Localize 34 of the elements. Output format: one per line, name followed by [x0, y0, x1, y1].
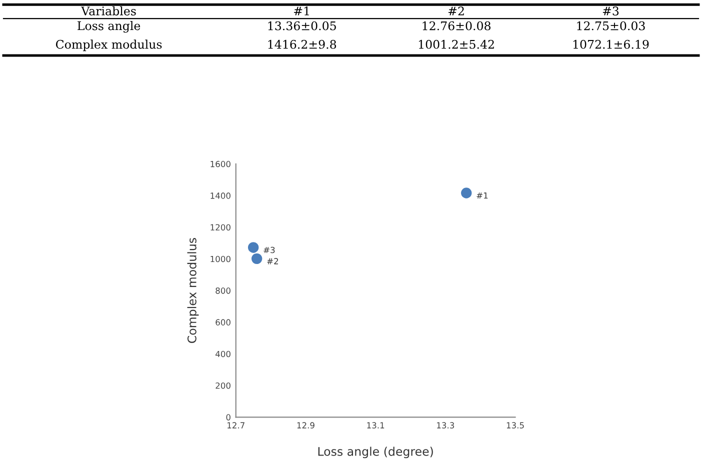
point	[251, 253, 262, 264]
x-tick-label: 13.5	[506, 422, 524, 428]
text: 12.75±0.03	[577, 21, 645, 30]
text: Complex modulus	[56, 40, 162, 52]
text: #1	[294, 6, 309, 16]
y-tick-label: 1600	[210, 160, 230, 168]
annotation: #2	[267, 258, 278, 264]
point	[248, 242, 259, 253]
y-tick-label: 1400	[210, 192, 230, 199]
text: Variables	[81, 6, 136, 16]
text: 13.36±0.05	[268, 21, 336, 30]
y-axis-title: Complex modulus	[187, 238, 199, 343]
y-tick-label: 400	[216, 350, 230, 358]
annotation: #1	[476, 192, 488, 199]
text: #2	[448, 6, 464, 16]
y-tick-label: 0	[226, 414, 230, 420]
text: Loss angle	[78, 21, 140, 33]
text: 1072.1±6.19	[573, 40, 649, 49]
text: 1001.2±5.42	[418, 40, 494, 49]
x-tick-label: 12.7	[228, 422, 244, 428]
text: 12.76±0.08	[422, 21, 490, 30]
y-tick-label: 600	[216, 319, 230, 326]
annotation: #3	[264, 246, 275, 254]
point	[461, 188, 472, 198]
x-tick-label: 12.9	[297, 422, 314, 428]
x-axis-title: Loss angle (degree)	[318, 446, 433, 458]
y-tick-label: 800	[216, 288, 230, 294]
y-tick-label: 1000	[210, 256, 230, 262]
y-tick-label: 200	[216, 382, 230, 389]
text: 1416.2±9.8	[268, 40, 336, 49]
text: #3	[602, 6, 619, 16]
y-tick-label: 1200	[210, 224, 230, 230]
x-tick-label: 13.3	[437, 422, 454, 428]
x-tick-label: 13.1	[367, 422, 384, 428]
